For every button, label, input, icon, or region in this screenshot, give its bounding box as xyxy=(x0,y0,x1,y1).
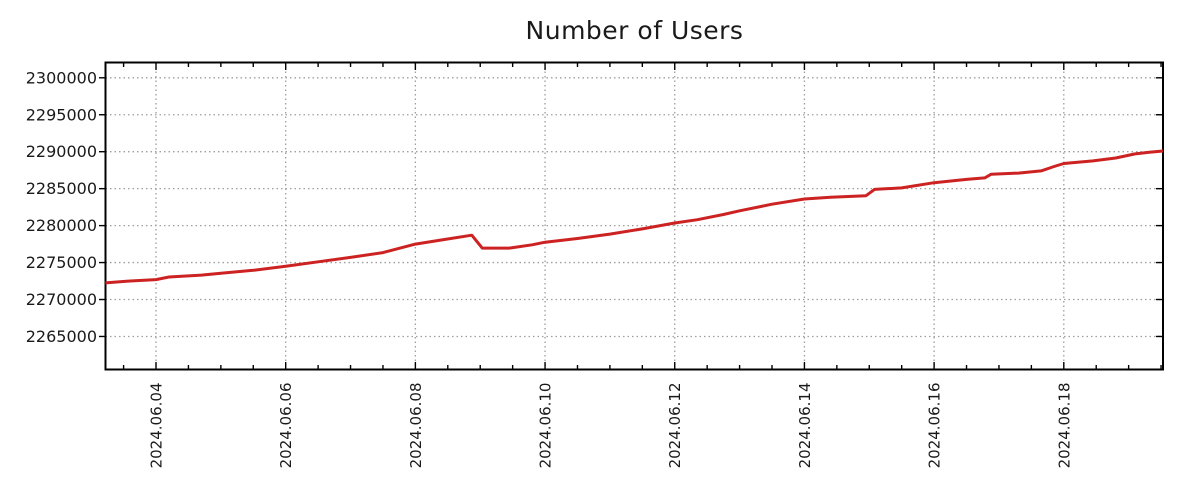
y-tick-label: 2285000 xyxy=(26,179,97,198)
chart-title: Number of Users xyxy=(525,16,744,45)
y-tick-label: 2300000 xyxy=(26,68,97,87)
y-tick-label: 2265000 xyxy=(26,327,97,346)
x-tick-label: 2024.06.04 xyxy=(148,383,166,469)
x-tick-label: 2024.06.18 xyxy=(1055,383,1073,469)
y-tick-label: 2295000 xyxy=(26,105,97,124)
data-line xyxy=(105,149,1164,285)
y-tick-label: 2270000 xyxy=(26,290,97,309)
x-tick-label: 2024.06.12 xyxy=(666,383,684,469)
x-tick-label: 2024.06.16 xyxy=(926,383,944,469)
x-tick-label: 2024.06.06 xyxy=(277,383,295,469)
y-tick-label: 2290000 xyxy=(26,142,97,161)
x-tick-label: 2024.06.08 xyxy=(407,383,425,469)
y-tick-label: 2275000 xyxy=(26,253,97,272)
x-tick-label: 2024.06.10 xyxy=(537,383,555,469)
plot-border xyxy=(104,61,1164,371)
x-tick-label: 2024.06.14 xyxy=(796,383,814,469)
y-tick-label: 2280000 xyxy=(26,216,97,235)
